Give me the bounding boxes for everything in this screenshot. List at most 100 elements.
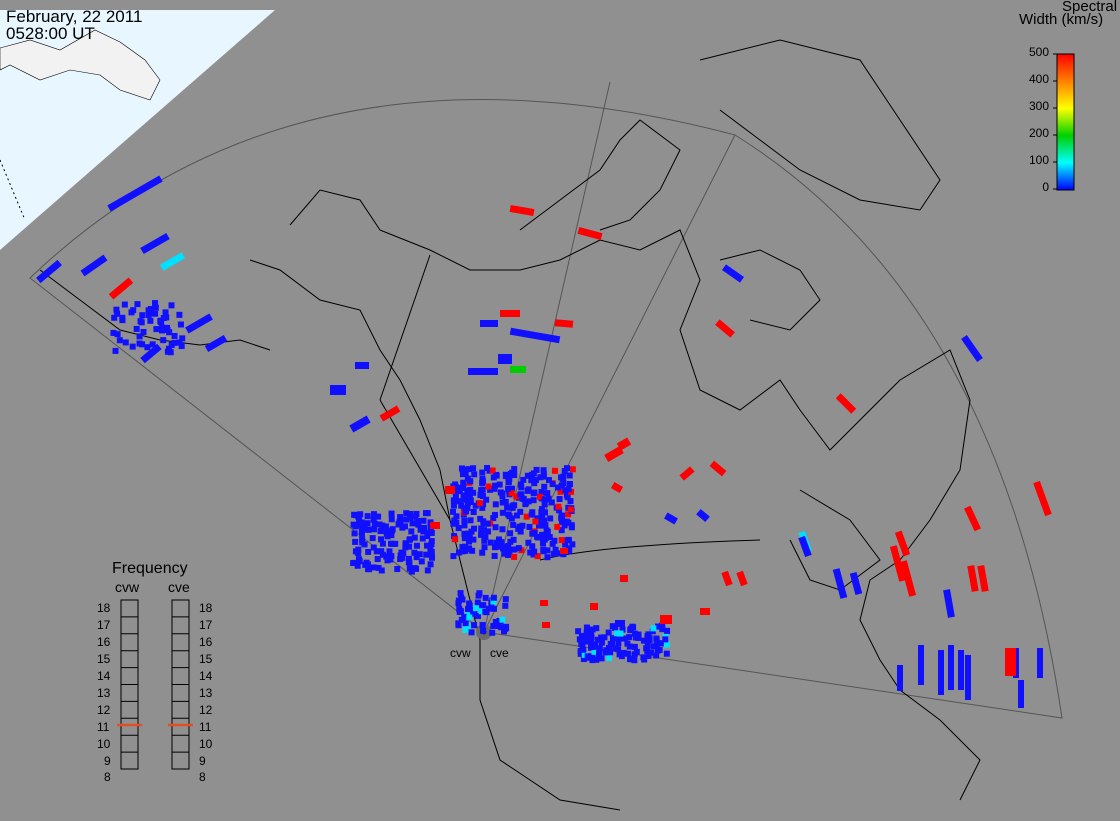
echo-cell (515, 545, 522, 552)
echo-cell (388, 510, 395, 517)
echo-cell (492, 501, 499, 508)
echo-cell (480, 518, 487, 525)
echo-cell (568, 524, 575, 531)
echo-cell (178, 343, 185, 350)
echo-cell (455, 600, 462, 607)
echo-cell (349, 415, 371, 433)
echo-cell (650, 625, 657, 632)
echo-cell (462, 470, 469, 477)
echo-cell (620, 575, 628, 582)
freq-tick-cvw: 8 (104, 770, 111, 785)
echo-cell (490, 622, 497, 629)
echo-cell (461, 530, 468, 537)
echo-cell (948, 645, 954, 690)
echo-cell (330, 385, 346, 395)
echo-cell (588, 633, 595, 640)
echo-cell (113, 306, 120, 313)
echo-cell (542, 622, 550, 628)
echo-cell (370, 544, 377, 551)
freq-tick-cve: 9 (199, 753, 206, 768)
colorbar-tick-marks (1053, 53, 1057, 190)
echo-cell (558, 518, 565, 525)
echo-cell (413, 542, 420, 549)
echo-cell (566, 548, 573, 555)
echo-cell (477, 515, 484, 522)
echo-cell (542, 534, 549, 541)
echo-cell (114, 331, 121, 338)
echo-cell (157, 318, 164, 325)
echo-cell (476, 500, 483, 507)
freq-tick-cve: 15 (199, 652, 213, 667)
echo-cell (556, 496, 563, 503)
echo-cell (653, 652, 660, 659)
echo-cell (529, 543, 536, 550)
echo-cell (525, 486, 532, 493)
echo-cell (538, 509, 545, 516)
echo-cell (511, 553, 518, 560)
echo-cell (383, 528, 390, 535)
colorbar-title-line2: Width (km/s) (1019, 11, 1104, 28)
echo-cell (471, 622, 478, 629)
echo-cell (653, 635, 660, 642)
echo-cell (588, 644, 595, 651)
echo-cell (659, 626, 666, 633)
freq-tick-cve: 17 (199, 618, 213, 633)
echo-cell (497, 489, 504, 496)
echo-cell (612, 624, 619, 631)
echo-cell (144, 344, 151, 351)
echo-cell (615, 640, 622, 647)
freq-tick-cve: 8 (199, 770, 206, 785)
echo-cell (499, 493, 506, 500)
freq-tick-cve: 12 (199, 702, 213, 717)
echo-cell (466, 491, 473, 498)
echo-cell (484, 520, 491, 527)
echo-cell (364, 520, 371, 527)
echo-cell (549, 540, 556, 547)
echo-cell (607, 640, 614, 647)
echo-cell (544, 547, 551, 554)
echo-cell (659, 622, 666, 629)
echo-cell (461, 613, 468, 620)
echo-cell (567, 506, 574, 513)
echo-cell (399, 554, 406, 561)
echo-cell (416, 551, 423, 558)
echo-cell (626, 634, 633, 641)
echo-cell (145, 308, 152, 315)
echo-cell (798, 535, 812, 558)
echo-cell (152, 304, 159, 311)
echo-cell (540, 600, 548, 606)
echo-cell (375, 564, 382, 571)
echo-cell (578, 633, 585, 640)
echo-cell (160, 315, 167, 322)
echo-cell (535, 534, 542, 541)
echo-cell (379, 551, 386, 558)
echo-cell (379, 540, 386, 547)
echo-cell (594, 636, 601, 643)
echo-cell (721, 264, 745, 283)
echo-cell (606, 654, 613, 661)
echo-cell (566, 472, 573, 479)
echo-cell (462, 466, 469, 473)
echo-cell (389, 527, 396, 534)
echo-cell (365, 565, 372, 572)
echo-cell (509, 485, 516, 492)
echo-cell (513, 493, 520, 500)
echo-cell (137, 318, 144, 325)
echo-cell (352, 538, 359, 545)
echo-cell (450, 508, 457, 515)
echo-cell (560, 551, 567, 558)
echo-cell (453, 513, 460, 520)
echo-cell (596, 650, 603, 657)
echo-cell (394, 566, 401, 573)
echo-cell (518, 491, 525, 498)
echo-cell (176, 311, 183, 318)
echo-cell (526, 523, 533, 530)
echo-cell (482, 533, 489, 540)
freq-grid (121, 616, 189, 770)
echo-cell (524, 472, 531, 479)
echo-cell (466, 532, 473, 539)
echo-cell (835, 393, 857, 414)
echo-cell (544, 490, 551, 497)
echo-cell (455, 620, 462, 627)
colorbar-tick: 300 (1028, 99, 1049, 113)
